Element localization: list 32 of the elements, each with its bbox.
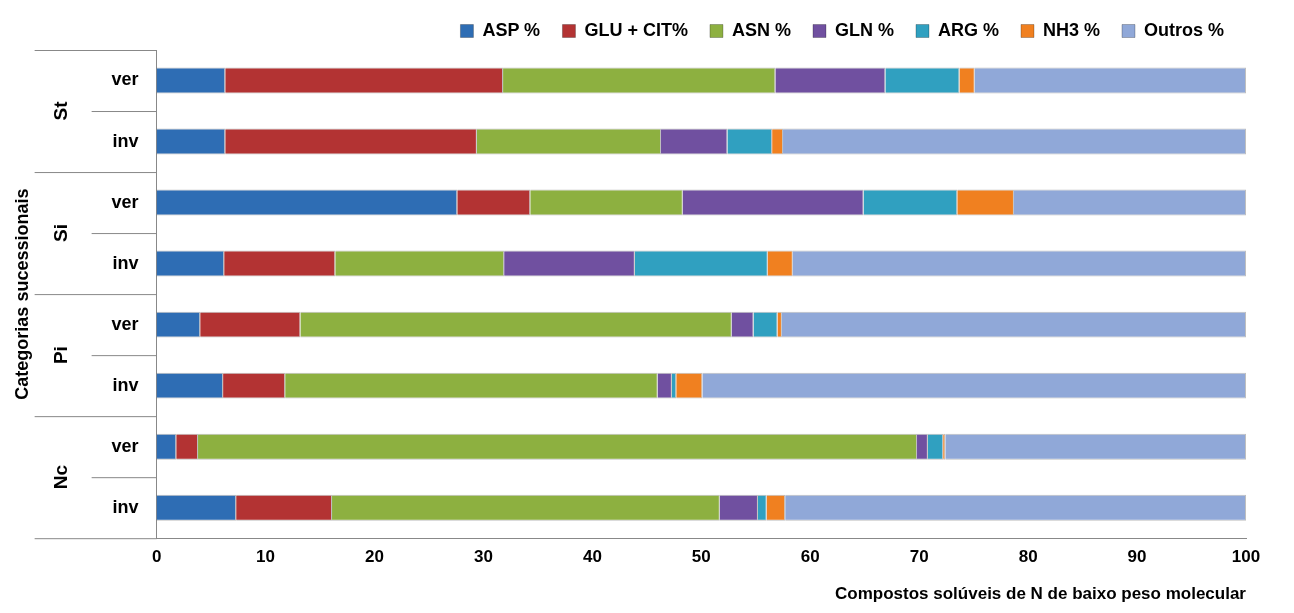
x-tick-label: 90 [1127, 547, 1147, 567]
x-tick-label: 80 [1018, 547, 1038, 567]
x-tick-label: 70 [909, 547, 929, 567]
x-tick-label: 20 [365, 547, 384, 567]
y-axis-title: Categorias sucessionais [11, 188, 32, 400]
y-tick-label: ver [111, 313, 139, 334]
x-tick-label: 40 [582, 547, 602, 567]
x-tick-label: 50 [691, 547, 711, 567]
x-tick-label: 10 [256, 547, 276, 567]
legend-label: ASN % [731, 19, 791, 40]
y-tick-label: inv [112, 374, 139, 395]
x-tick-label: 60 [800, 547, 820, 567]
text: Si [49, 224, 71, 243]
legend-label: GLN % [834, 19, 894, 40]
y-tick-label: ver [111, 69, 139, 90]
x-tick-label: 100 [1231, 547, 1261, 567]
legend-label: ARG % [937, 19, 999, 40]
text: St [49, 100, 71, 121]
y-tick-label: inv [112, 130, 139, 151]
y-tick-label: ver [111, 435, 139, 456]
text: Pi [49, 346, 71, 365]
text: Nc [49, 464, 71, 490]
y-tick-label: ver [111, 191, 139, 212]
y-tick-label: inv [112, 252, 139, 273]
legend-label: ASP % [482, 19, 541, 40]
legend-label: GLU + CIT% [584, 19, 688, 40]
legend-label: Outros % [1143, 19, 1225, 40]
x-tick-label: 30 [473, 547, 493, 567]
x-axis-title: Compostos solúveis de N de baixo peso molecular [835, 584, 1247, 604]
x-tick-label: 0 [151, 547, 162, 567]
legend-label: NH3 % [1042, 19, 1100, 40]
y-tick-label: inv [112, 496, 139, 517]
